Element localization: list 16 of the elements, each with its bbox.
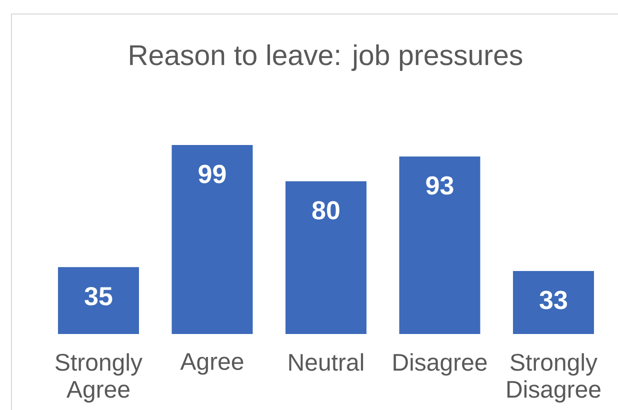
x-tick-label: Neutral (289, 353, 364, 371)
x-tick-label: Strongly Agree (56, 353, 142, 403)
data-label: 93 (426, 176, 454, 195)
data-label: 33 (540, 290, 567, 310)
data-label: 99 (198, 164, 226, 184)
bar (285, 181, 366, 334)
x-tick-label: Agree (180, 353, 244, 375)
bar (58, 267, 139, 334)
bar (512, 271, 594, 334)
x-tick-label: Strongly Disagree (507, 353, 600, 403)
data-label: 35 (84, 286, 112, 306)
chart-title: Reason to leave: job pressures (130, 44, 522, 71)
bar (399, 156, 480, 334)
data-label: 80 (312, 201, 340, 220)
x-tick-label: Disagree (394, 353, 487, 376)
bar (172, 145, 253, 334)
